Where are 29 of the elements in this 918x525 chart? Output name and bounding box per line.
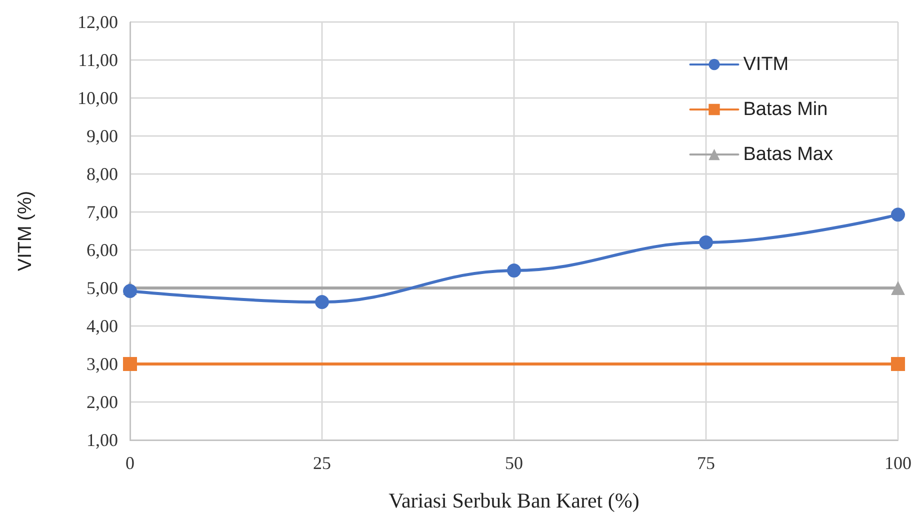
y-tick-label: 8,00 bbox=[86, 164, 118, 184]
x-tick-label: 25 bbox=[313, 453, 331, 473]
legend-label: VITM bbox=[743, 54, 789, 75]
y-tick-label: 1,00 bbox=[86, 430, 118, 450]
x-tick-label: 100 bbox=[884, 453, 912, 473]
y-tick-label: 3,00 bbox=[86, 354, 118, 374]
y-axis-title: VITM (%) bbox=[15, 190, 36, 272]
legend-label: Batas Min bbox=[743, 99, 828, 120]
y-tick-label: 2,00 bbox=[86, 392, 118, 412]
y-tick-label: 6,00 bbox=[86, 240, 118, 260]
x-tick-label: 75 bbox=[697, 453, 715, 473]
x-tick-label: 50 bbox=[505, 453, 523, 473]
point bbox=[891, 208, 905, 222]
y-tick-label: 7,00 bbox=[86, 202, 118, 222]
y-tick-label: 12,00 bbox=[78, 12, 118, 32]
point bbox=[123, 284, 137, 298]
y-tick-label: 9,00 bbox=[86, 126, 118, 146]
y-tick-label: 11,00 bbox=[78, 50, 118, 70]
point bbox=[315, 295, 329, 310]
legend-label: Batas Max bbox=[743, 144, 834, 165]
x-axis-title: Variasi Serbuk Ban Karet (%) bbox=[388, 488, 640, 512]
y-tick-label: 4,00 bbox=[86, 316, 118, 336]
point bbox=[123, 357, 137, 371]
y-tick-label: 10,00 bbox=[78, 88, 118, 108]
point bbox=[699, 235, 713, 250]
point bbox=[891, 357, 905, 371]
y-tick-label: 5,00 bbox=[86, 278, 118, 298]
x-tick-label: 0 bbox=[126, 453, 134, 473]
point bbox=[507, 264, 521, 278]
